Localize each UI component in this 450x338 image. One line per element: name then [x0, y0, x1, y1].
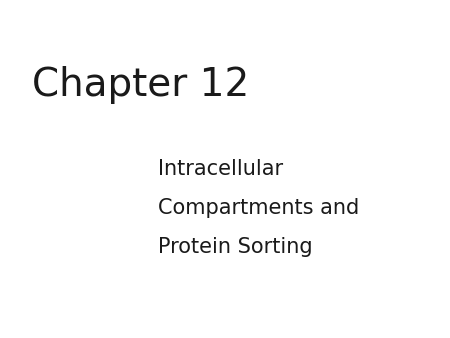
- Text: Compartments and: Compartments and: [158, 198, 359, 218]
- Text: Protein Sorting: Protein Sorting: [158, 237, 312, 257]
- Text: Intracellular: Intracellular: [158, 159, 283, 179]
- Text: Chapter 12: Chapter 12: [32, 66, 249, 103]
